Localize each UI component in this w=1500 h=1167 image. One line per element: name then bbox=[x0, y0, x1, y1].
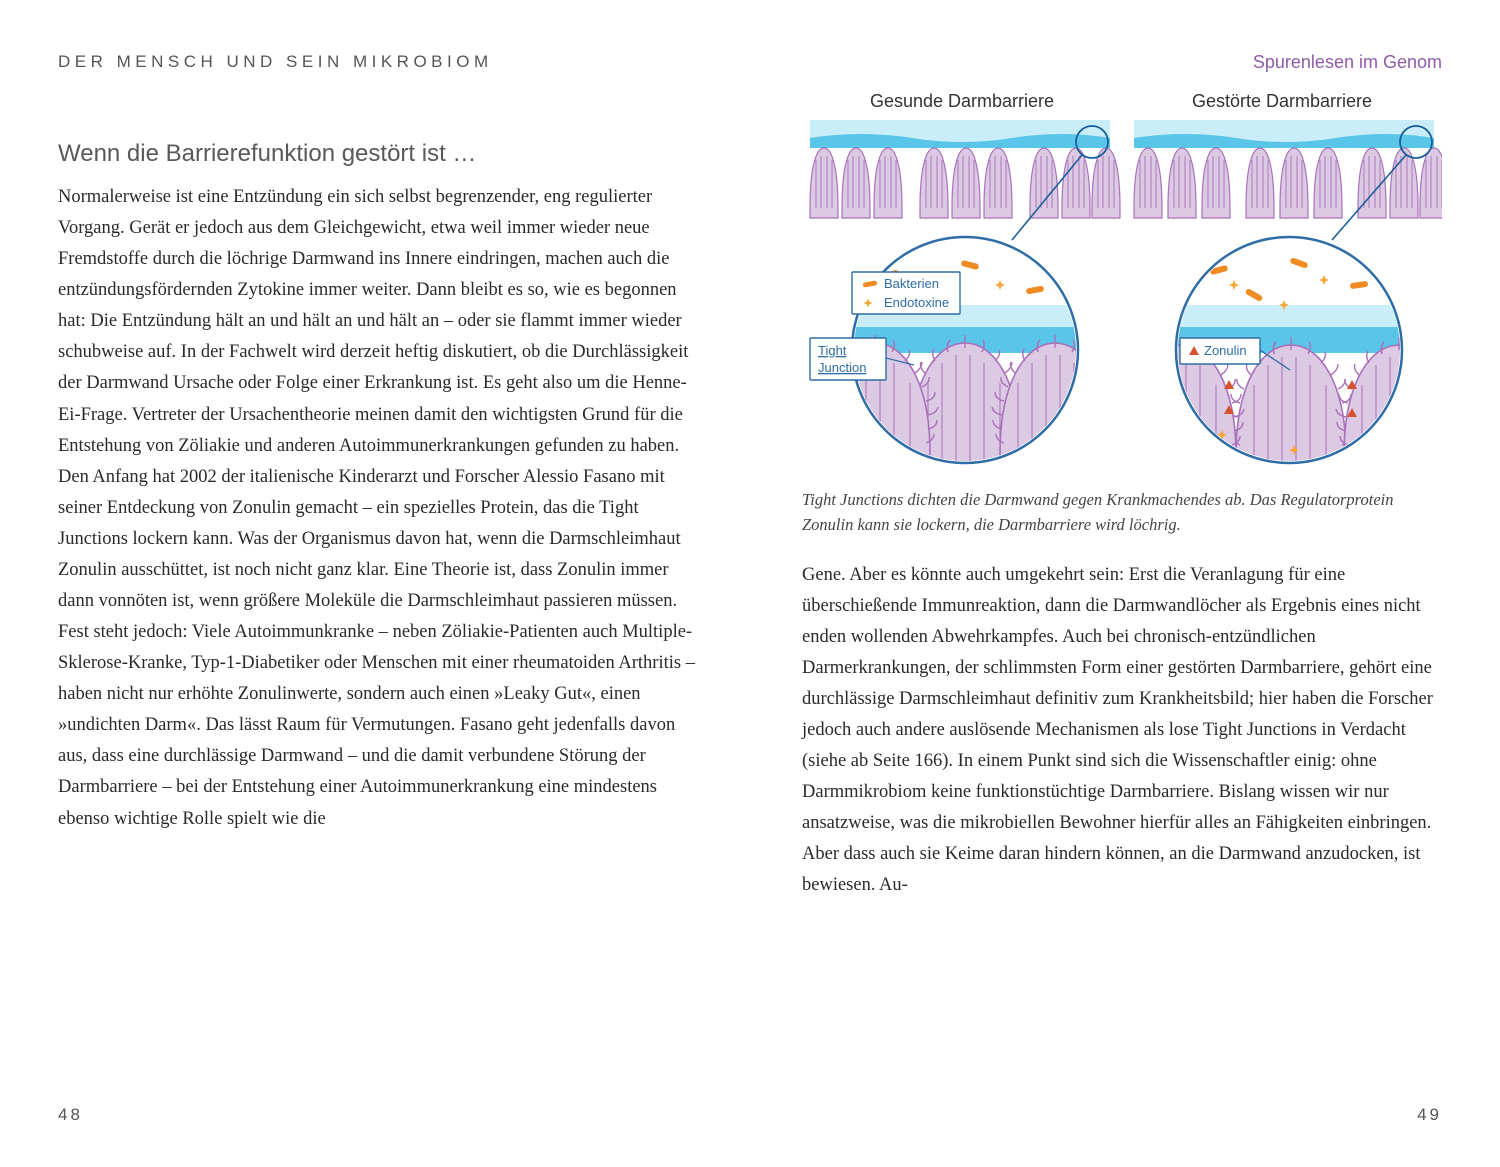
figure-title-left: Gesunde Darmbarriere bbox=[802, 91, 1122, 112]
section-heading: Wenn die Barrierefunktion gestört ist … bbox=[58, 140, 698, 168]
running-head-left: DER MENSCH UND SEIN MIKROBIOM bbox=[58, 52, 698, 72]
page-number-right: 49 bbox=[1417, 1105, 1442, 1125]
label-bakterien: Bakterien bbox=[884, 276, 939, 291]
page-number-left: 48 bbox=[58, 1105, 83, 1125]
label-junction: Junction bbox=[818, 360, 866, 375]
running-head-right: Spurenlesen im Genom bbox=[802, 52, 1442, 73]
body-text-left: Normalerweise ist eine Entzündung ein si… bbox=[58, 182, 698, 835]
label-tight: Tight bbox=[818, 343, 847, 358]
page-left: DER MENSCH UND SEIN MIKROBIOM Wenn die B… bbox=[0, 0, 750, 1167]
diagram-svg: Bakterien Endotoxine Tight Junction bbox=[802, 120, 1442, 470]
label-zonulin: Zonulin bbox=[1204, 343, 1247, 358]
page-right: Spurenlesen im Genom Gesunde Darmbarrier… bbox=[750, 0, 1500, 1167]
figure-title-right: Gestörte Darmbarriere bbox=[1122, 91, 1442, 112]
body-text-right: Gene. Aber es könnte auch umgekehrt sein… bbox=[802, 560, 1442, 902]
figure-canvas: Bakterien Endotoxine Tight Junction bbox=[802, 120, 1442, 470]
figure-caption: Tight Junctions dichten die Darmwand geg… bbox=[802, 488, 1442, 538]
label-box-bakterien: Bakterien Endotoxine bbox=[852, 272, 960, 314]
figure-darmbarriere: Gesunde Darmbarriere Gestörte Darmbarrie… bbox=[802, 91, 1442, 538]
label-endotoxine: Endotoxine bbox=[884, 295, 949, 310]
